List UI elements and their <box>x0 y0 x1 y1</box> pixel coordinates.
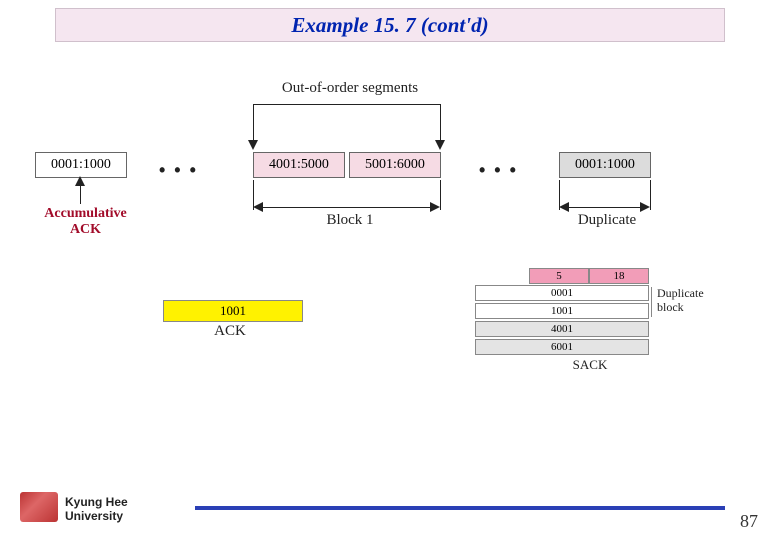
footer-rule <box>195 506 725 510</box>
sack-row: 1001 <box>475 303 649 319</box>
block-right-v <box>440 180 441 210</box>
page-number: 87 <box>740 511 758 532</box>
university-logo <box>20 492 58 522</box>
duplicate-label: Duplicate <box>567 212 647 229</box>
segment-box: 5001:6000 <box>349 152 441 178</box>
bracket-top-left-arrow <box>248 140 258 150</box>
sack-row: 4001 <box>475 321 649 337</box>
dup-right-v <box>650 180 651 210</box>
out-of-order-label: Out-of-order segments <box>265 80 435 97</box>
footer-line1: Kyung Hee <box>65 495 128 509</box>
sack-side-2: block <box>657 300 727 315</box>
sack-row: 6001 <box>475 339 649 355</box>
sack-header-left: 5 <box>529 268 589 284</box>
ack-box: 1001 <box>163 300 303 322</box>
sack-side-1: Duplicate <box>657 286 727 301</box>
ack-value: 1001 <box>220 303 246 318</box>
segment-box: 0001:1000 <box>35 152 127 178</box>
accum-label-2: ACK <box>33 222 138 238</box>
diagram-area: Out-of-order segments 0001:10004001:5000… <box>35 110 735 430</box>
dup-left-arrow <box>559 202 569 212</box>
block-right-arrow <box>430 202 440 212</box>
sack-row: 0001 <box>475 285 649 301</box>
bracket-top <box>253 104 441 105</box>
block-label: Block 1 <box>310 212 390 229</box>
bracket-top-right-v <box>440 104 441 144</box>
footer-text: Kyung Hee University <box>65 496 128 524</box>
sack-header-right: 18 <box>589 268 649 284</box>
sack-side-bracket <box>651 287 652 317</box>
block-left-arrow <box>253 202 263 212</box>
bracket-top-right-arrow <box>435 140 445 150</box>
ellipsis-1: • • • <box>159 160 198 181</box>
ellipsis-2: • • • <box>479 160 518 181</box>
segment-box: 0001:1000 <box>559 152 651 178</box>
block-bracket-line <box>263 207 430 208</box>
accum-arrow-head <box>75 176 85 186</box>
slide-title: Example 15. 7 (cont'd) <box>291 13 488 38</box>
dup-bracket-line <box>569 207 641 208</box>
footer-line2: University <box>65 509 123 523</box>
title-bar: Example 15. 7 (cont'd) <box>55 8 725 42</box>
segment-box: 4001:5000 <box>253 152 345 178</box>
sack-caption: SACK <box>545 357 635 373</box>
bracket-top-left-v <box>253 104 254 144</box>
accum-label-1: Accumulative <box>33 206 138 222</box>
ack-caption: ACK <box>200 323 260 340</box>
dup-right-arrow <box>640 202 650 212</box>
